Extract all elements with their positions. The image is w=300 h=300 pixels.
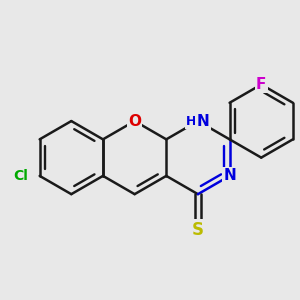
Text: N: N [223, 168, 236, 183]
Text: S: S [192, 221, 204, 239]
Text: H: H [186, 115, 196, 128]
Text: Cl: Cl [13, 169, 28, 183]
Text: N: N [196, 114, 209, 129]
Text: O: O [128, 114, 141, 129]
Text: F: F [256, 77, 266, 92]
